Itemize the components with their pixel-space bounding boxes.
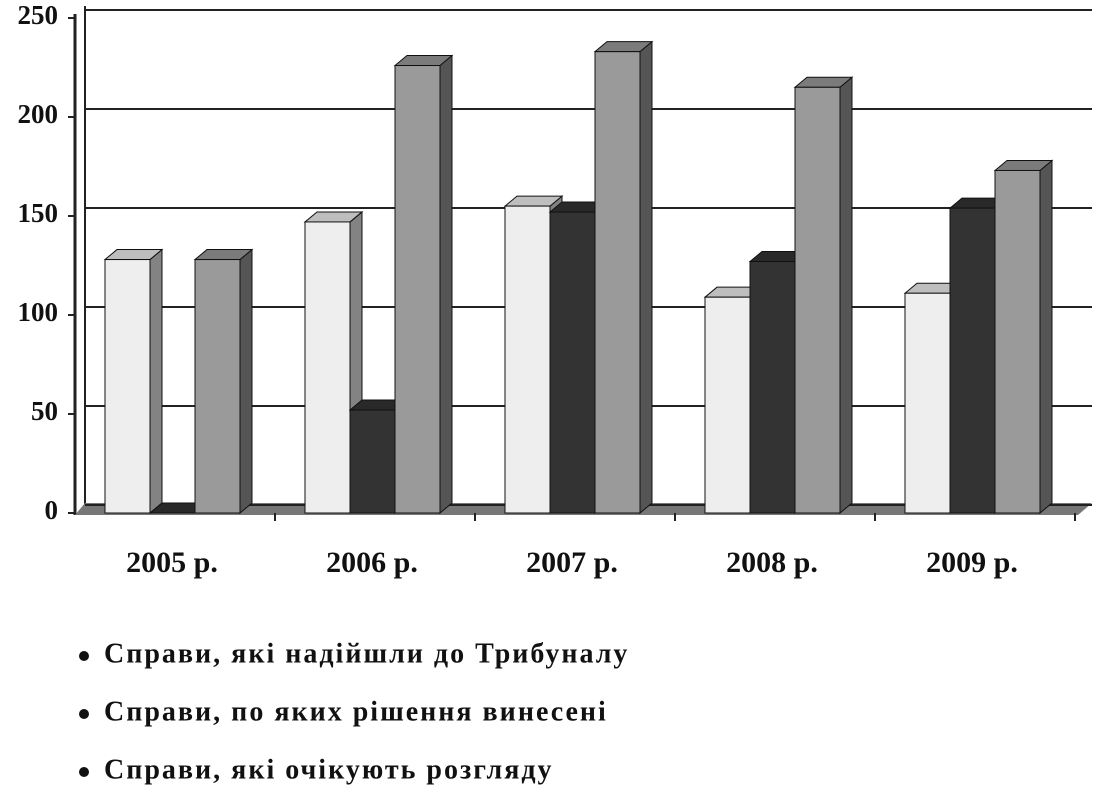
x-tick-label: 2009 р. [926,546,1018,579]
bar [304,221,351,514]
bar [504,205,551,514]
x-tick-label: 2008 р. [726,546,818,579]
bar [949,207,996,514]
bar-side [639,40,653,515]
bar-side [239,248,253,515]
legend-marker [79,709,89,719]
legend-label: Справи, які надійшли до Трибуналу [104,638,629,669]
y-tick-label: 100 [18,297,59,327]
x-tick-label: 2005 р. [126,546,218,579]
bar-side [839,76,853,515]
bar [704,296,751,514]
legend-marker [79,767,89,777]
bar [549,211,596,514]
bar [194,259,241,514]
y-tick-label: 50 [31,396,58,426]
bar [794,86,841,514]
bar [749,261,796,514]
bar [994,169,1041,514]
x-tick-label: 2006 р. [326,546,418,579]
bar [104,259,151,514]
bar [349,409,396,514]
y-tick-label: 200 [18,99,59,129]
x-tick-label: 2007 р. [526,546,618,579]
y-tick-label: 0 [45,495,59,525]
legend-label: Справи, по яких рішення винесені [104,696,608,727]
bar-side [1039,159,1053,515]
y-tick-label: 150 [18,198,59,228]
legend-label: Справи, які очікують розгляду [104,754,554,785]
bar [594,51,641,514]
bar [904,292,951,514]
legend-marker [79,651,89,661]
bar [394,65,441,514]
y-tick-label: 250 [18,0,59,30]
bar-side [149,248,163,515]
bar-side [439,54,453,515]
